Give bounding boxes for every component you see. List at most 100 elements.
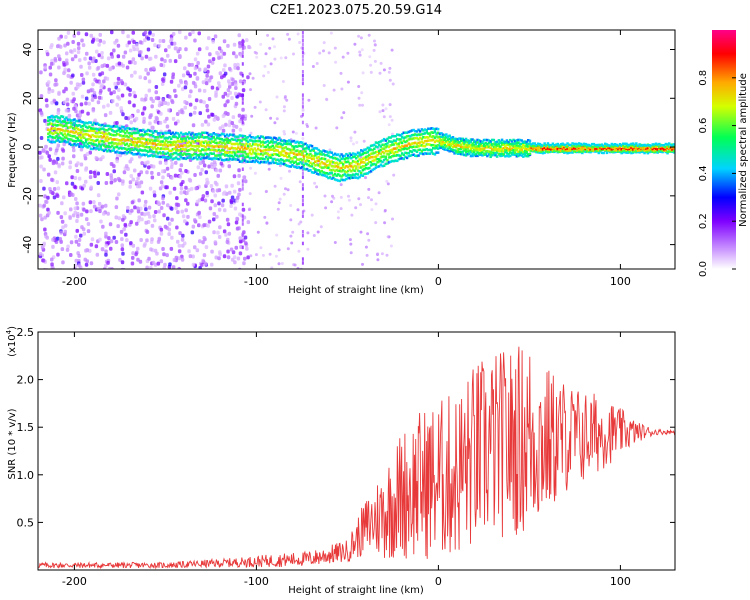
spectrogram-ridge-cell xyxy=(400,147,404,151)
spectrogram-ridge-cell xyxy=(220,138,224,141)
spectrogram-ridge-cell xyxy=(348,156,351,159)
spectrogram-noise-cell xyxy=(104,231,108,236)
spectrogram-ridge-cell xyxy=(201,135,204,139)
spectrogram-ridge-cell xyxy=(265,145,268,149)
spectrogram-noise-cell xyxy=(130,73,134,78)
spectrogram-ridge-cell xyxy=(364,158,368,161)
spectrogram-ridge-cell xyxy=(297,144,301,147)
spectrogram-noise-cell xyxy=(291,230,295,234)
spectrogram-ridge-cell xyxy=(222,133,225,136)
spectrogram-ridge-cell xyxy=(248,134,252,137)
spectrogram-ridge-cell xyxy=(106,150,109,153)
spectrogram-noise-cell xyxy=(205,190,209,195)
spectrogram-ridge-cell xyxy=(283,139,286,142)
spectrogram-ridge-cell xyxy=(137,145,140,148)
spectrogram-noise-cell xyxy=(367,238,371,242)
spectrogram-noise-cell xyxy=(226,99,230,104)
spectrogram-ridge-cell xyxy=(418,130,422,133)
spectrogram-ridge-cell xyxy=(473,144,476,147)
spectrogram-ridge-cell xyxy=(667,145,671,148)
spectrogram-ridge-cell xyxy=(487,150,491,153)
spectrogram-ridge-cell xyxy=(235,139,238,143)
spectrogram-noise-cell xyxy=(359,36,363,40)
spectrogram-noise-cell xyxy=(173,88,177,93)
spectrogram-noise-cell xyxy=(184,208,188,213)
spectrogram-noise-cell xyxy=(109,91,113,96)
spectrogram-noise-cell xyxy=(147,256,151,261)
spectrogram-ridge-cell xyxy=(628,147,632,151)
spectrogram-ridge-cell xyxy=(464,137,468,141)
spectrogram-ridge-cell xyxy=(228,141,232,144)
spectrogram-ridge-cell xyxy=(260,141,263,144)
spectrogram-ridge-cell xyxy=(553,144,556,147)
spectrogram-ridge-cell xyxy=(199,149,202,153)
spectrogram-noise-cell xyxy=(193,84,198,89)
spectrogram-ridge-cell xyxy=(86,142,89,146)
spectrogram-ridge-cell xyxy=(486,149,489,153)
spectrogram-noise-cell xyxy=(227,164,231,169)
spectrogram-ridge-cell xyxy=(56,127,60,131)
snr-y-scale-prefix: (x10 xyxy=(7,334,18,357)
spectrogram-ridge-cell xyxy=(163,141,166,144)
spectrogram-noise-cell xyxy=(259,42,263,46)
spectrogram-ridge-cell xyxy=(119,127,122,130)
spectrogram-ridge-cell xyxy=(405,144,409,147)
spectrogram-ridge-cell xyxy=(268,136,271,139)
spectrogram-ridge-cell xyxy=(232,133,235,137)
spectrogram-ridge-cell xyxy=(325,153,329,157)
spectrogram-ridge-cell xyxy=(289,151,292,154)
spectrogram-noise-cell xyxy=(148,186,153,191)
spectrogram-ridge-cell xyxy=(427,127,430,130)
spectrogram-noise-cell xyxy=(140,211,144,216)
spectrogram-ridge-cell xyxy=(202,144,206,148)
spectrogram-ridge-cell xyxy=(500,147,504,151)
spectrogram-noise-cell xyxy=(241,62,244,66)
spectrogram-ridge-cell xyxy=(582,142,586,146)
spectrogram-ridge-cell xyxy=(671,148,674,151)
spectrogram-noise-cell xyxy=(346,51,350,55)
spectrogram-ridge-cell xyxy=(379,159,383,163)
spectrogram-ridge-cell xyxy=(276,162,279,165)
spectrogram-ridge-cell xyxy=(458,144,461,147)
spectrogram-ridge-cell xyxy=(363,165,366,168)
spectrogram-ridge-cell xyxy=(400,144,404,148)
spectrogram-ridge-cell xyxy=(327,176,330,180)
spectrogram-ridge-cell xyxy=(312,155,315,158)
spectrogram-ridge-cell xyxy=(502,147,505,150)
spectrogram-ridge-cell xyxy=(520,142,523,145)
spectrogram-ridge-cell xyxy=(381,164,384,168)
spectrogram-ridge-cell xyxy=(166,141,170,144)
spectrogram-ridge-cell xyxy=(412,153,415,156)
spectrogram-noise-cell xyxy=(357,96,361,100)
spectrogram-noise-cell xyxy=(208,206,213,211)
spectrogram-noise-cell xyxy=(65,51,69,56)
spectrogram-noise-cell xyxy=(49,61,54,66)
spectrogram-ridge-cell xyxy=(512,151,515,154)
spectrogram-ridge-cell xyxy=(631,150,635,153)
spectrogram-ridge-cell xyxy=(471,142,474,145)
spectrogram-ridge-cell xyxy=(328,171,332,175)
spectrogram-ridge-cell xyxy=(192,152,196,156)
spectrogram-noise-cell xyxy=(39,164,43,169)
spectrogram-ridge-cell xyxy=(545,150,548,153)
spectrogram-ridge-cell xyxy=(186,149,189,152)
spectrogram-ridge-cell xyxy=(656,143,659,146)
spectrogram-ridge-cell xyxy=(427,148,430,152)
spectrogram-ridge-cell xyxy=(84,129,88,133)
spectrogram-ridge-cell xyxy=(294,145,297,148)
spectrogram-ridge-cell xyxy=(91,127,94,130)
spectrogram-noise-cell xyxy=(206,223,210,228)
spectrogram-noise-cell xyxy=(144,93,148,98)
spectrogram-noise-cell xyxy=(282,105,286,109)
spectrogram-ridge-cell xyxy=(548,147,551,151)
spectrogram-noise-cell xyxy=(77,242,81,247)
spectrogram-noise-cell xyxy=(234,86,238,90)
spectrogram-ridge-cell xyxy=(412,142,415,145)
spectrogram-noise-cell xyxy=(148,121,152,126)
spectrogram-noise-cell xyxy=(238,239,243,244)
spectrogram-ridge-cell xyxy=(104,148,107,151)
spectrogram-ridge-cell xyxy=(305,144,309,147)
spectrogram-noise-cell xyxy=(88,56,93,61)
spectrogram-ridge-cell xyxy=(163,152,166,155)
spectrogram-ridge-cell xyxy=(73,127,76,131)
